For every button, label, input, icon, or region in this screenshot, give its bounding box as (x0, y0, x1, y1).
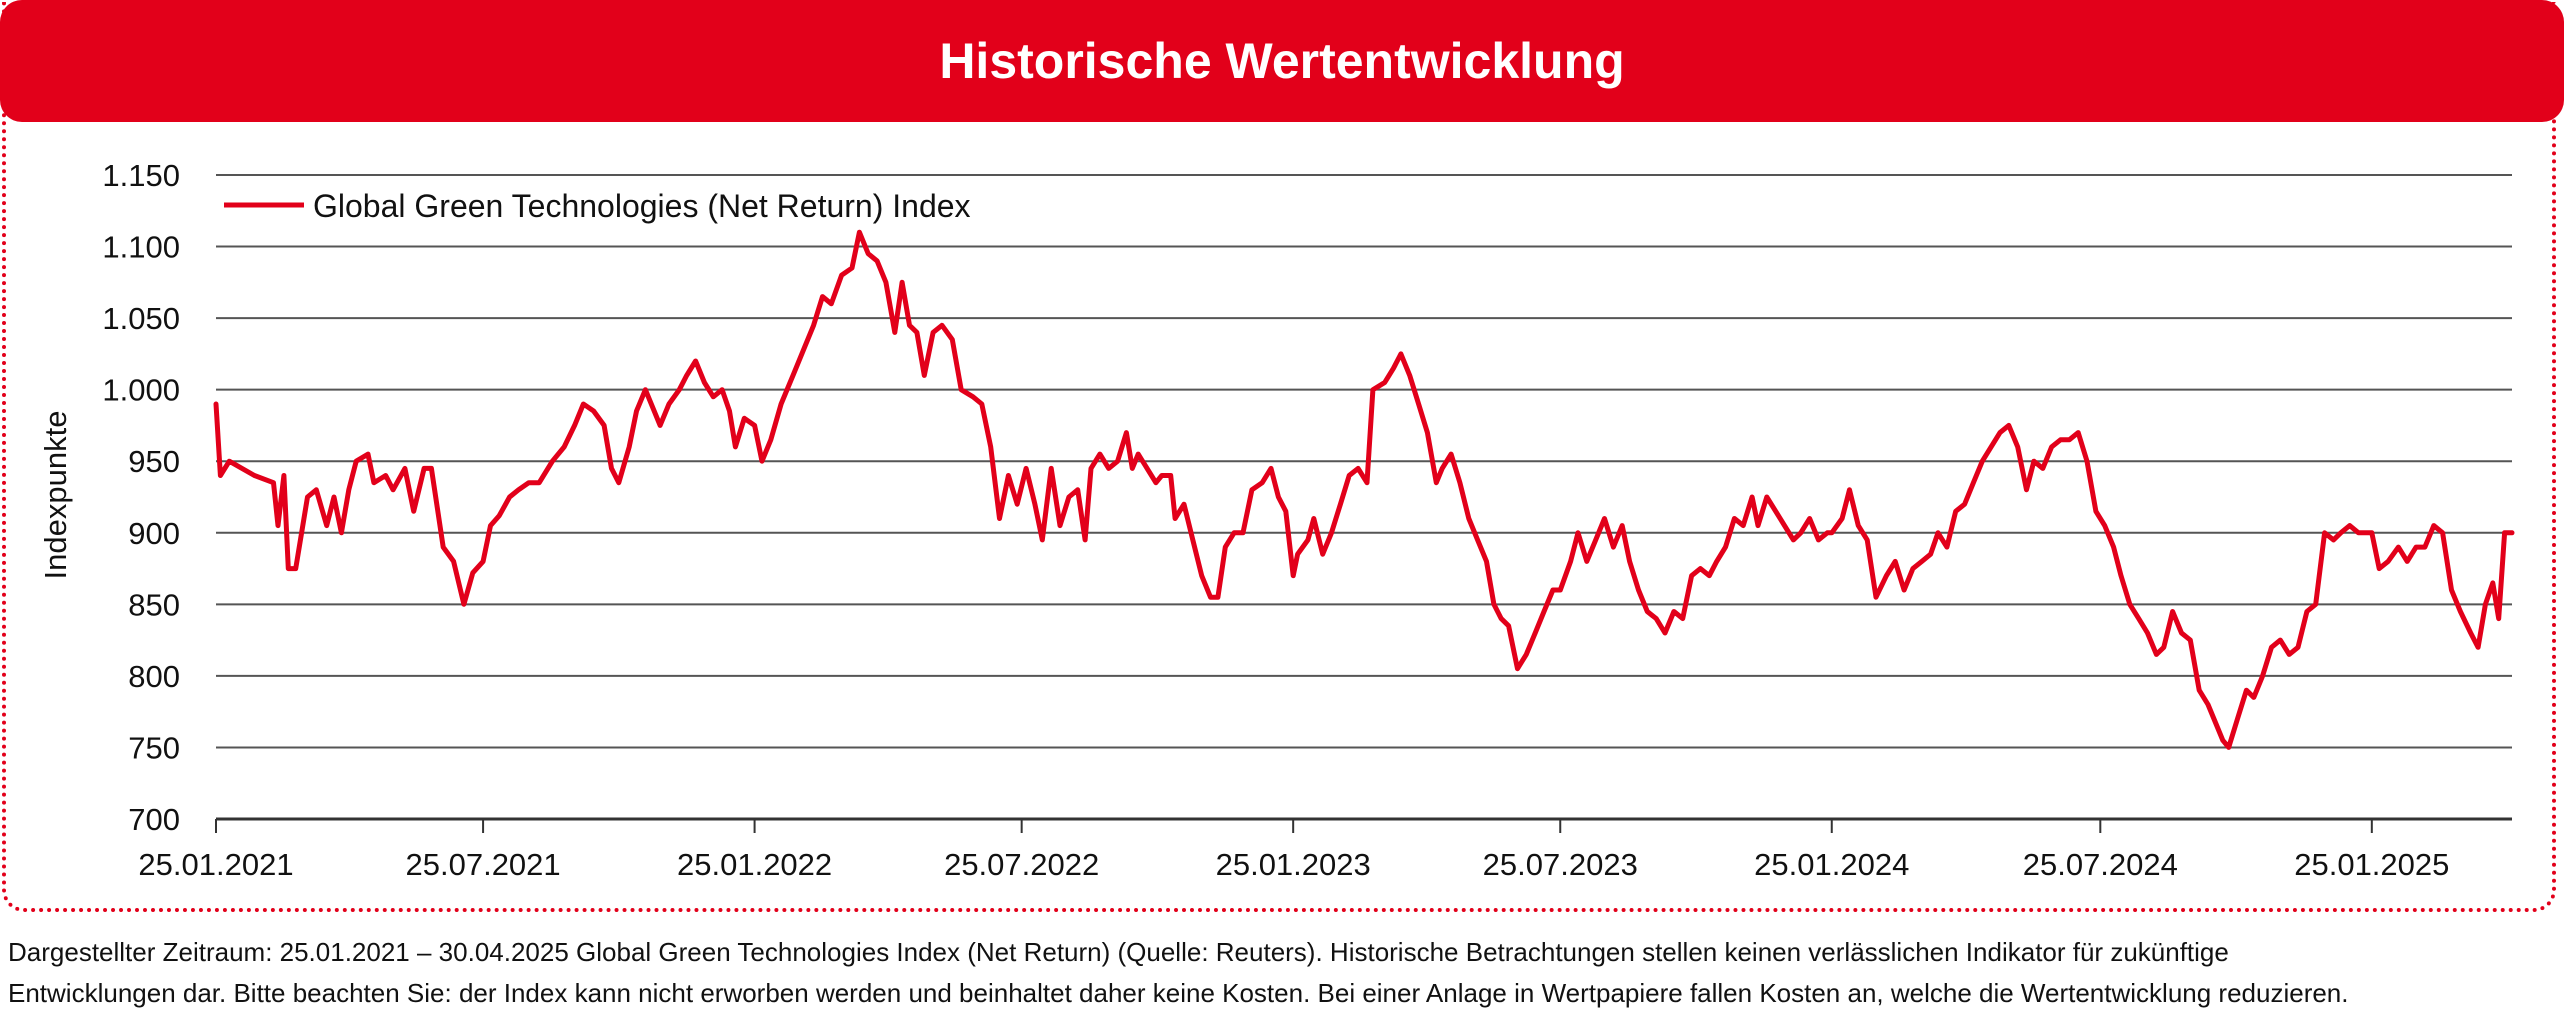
x-tick-label: 25.07.2024 (2023, 847, 2178, 882)
x-tick-label: 25.01.2022 (677, 847, 832, 882)
footnote: Dargestellter Zeitraum: 25.01.2021 – 30.… (8, 932, 2558, 1014)
page-title: Historische Wertentwicklung (939, 33, 1625, 89)
footnote-line-2: Entwicklungen dar. Bitte beachten Sie: d… (8, 978, 2349, 1008)
line-chart: 700 750 800 850 900 950 1.000 1.050 1.100 1.150 2… (38, 158, 2515, 882)
x-tick-label: 25.07.2023 (1483, 847, 1638, 882)
x-tick-label: 25.01.2024 (1754, 847, 1909, 882)
y-tick-label: 750 (128, 730, 180, 765)
y-tick-label: 1.000 (102, 373, 180, 408)
series-line-global-green-technologies (213, 229, 2515, 750)
x-tick-label: 25.01.2021 (138, 847, 293, 882)
legend-label: Global Green Technologies (Net Return) I… (313, 188, 971, 224)
title-bar (0, 0, 2564, 122)
x-axis-ticks (215, 819, 2373, 833)
y-tick-label: 800 (128, 659, 180, 694)
x-tick-label: 25.07.2022 (944, 847, 1099, 882)
y-tick-label: 700 (128, 802, 180, 837)
grid-lines (216, 174, 2512, 821)
y-tick-label: 900 (128, 516, 180, 551)
y-axis-tick-labels: 700 750 800 850 900 950 1.000 1.050 1.100 1.150 (102, 158, 180, 837)
y-tick-label: 950 (128, 444, 180, 479)
chart-frame (2, 2, 2556, 912)
y-tick-label: 1.150 (102, 158, 180, 193)
x-tick-label: 25.01.2025 (2294, 847, 2449, 882)
footnote-line-1: Dargestellter Zeitraum: 25.01.2021 – 30.… (8, 937, 2229, 967)
y-tick-label: 850 (128, 587, 180, 622)
x-tick-label: 25.07.2021 (406, 847, 561, 882)
y-tick-label: 1.100 (102, 230, 180, 265)
y-tick-label: 1.050 (102, 301, 180, 336)
legend: Global Green Technologies (Net Return) I… (224, 188, 971, 224)
x-tick-label: 25.01.2023 (1216, 847, 1371, 882)
y-axis-label: Indexpunkte (38, 411, 73, 580)
x-axis-tick-labels: 25.01.2021 25.07.2021 25.01.2022 25.07.2022… (138, 847, 2449, 882)
